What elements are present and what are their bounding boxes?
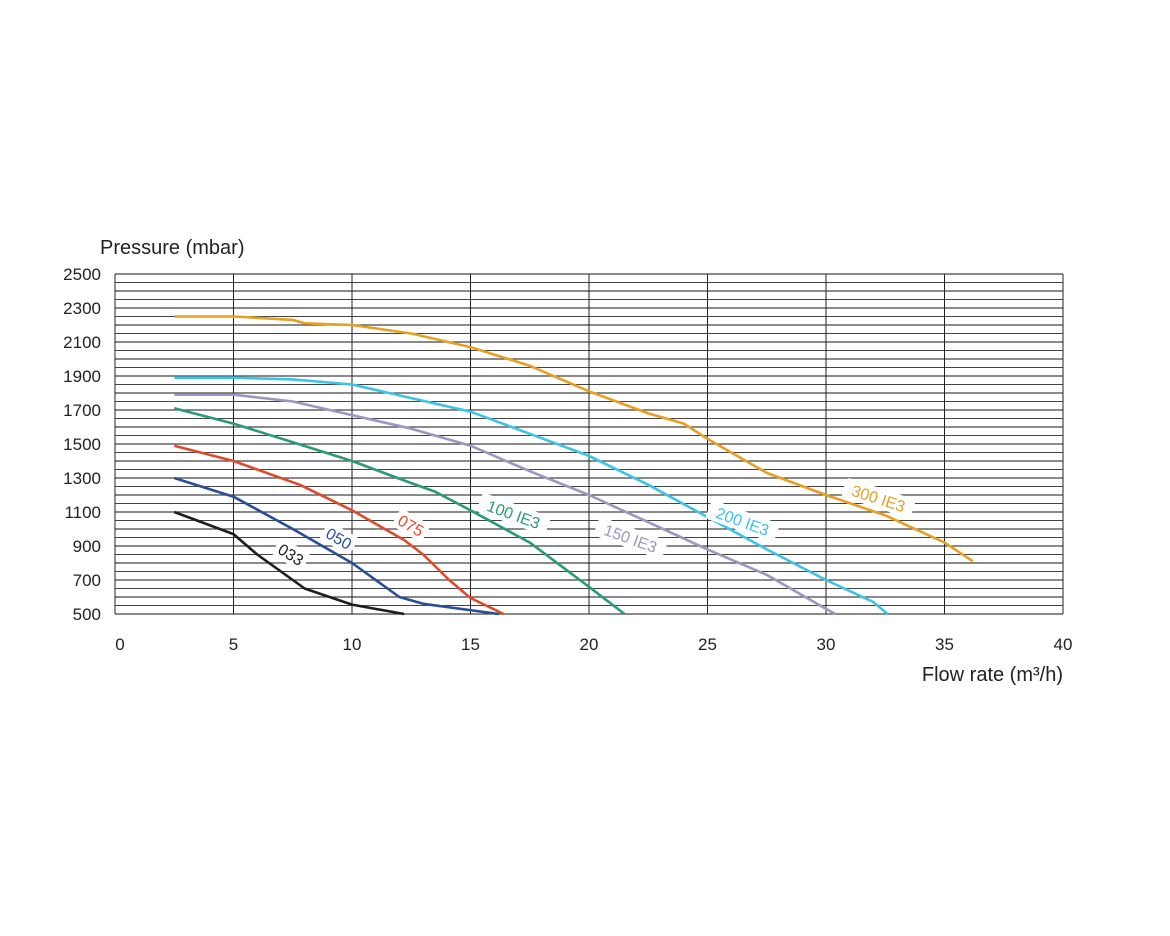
y-tick-label: 1300: [63, 469, 101, 488]
x-tick-label: 30: [817, 635, 836, 654]
x-tick-label: 10: [343, 635, 362, 654]
series-label-bg: [320, 522, 358, 555]
y-tick-label: 700: [73, 571, 101, 590]
series-line-033: [173, 510, 405, 616]
y-tick-label: 2500: [63, 265, 101, 284]
y-tick-label: 500: [73, 605, 101, 624]
x-tick-label: 35: [935, 635, 954, 654]
series-label-bg: [272, 537, 310, 571]
x-axis-title: Flow rate (m³/h): [922, 664, 1063, 686]
series-line-050: [173, 476, 500, 616]
y-tick-labels: 500 700 900 1100 1300 1500 1700 1900 2100 2300 250…: [63, 265, 101, 624]
x-tick-label: 20: [580, 635, 599, 654]
y-tick-label: 2300: [63, 299, 101, 318]
series-label: 050: [320, 522, 358, 555]
x-tick-labels: 0 5 10 15 20 25 30 35 40: [115, 635, 1072, 654]
y-tick-label: 1900: [63, 367, 101, 386]
series-line-150-ie3: [174, 393, 837, 616]
series-label: 150 IE3: [594, 517, 668, 560]
x-tick-label: 0: [115, 635, 124, 654]
series-label-bg: [841, 478, 916, 519]
series-label-bg: [392, 509, 430, 542]
x-tick-label: 15: [461, 635, 480, 654]
x-tick-label: 25: [698, 635, 717, 654]
series-label-bg: [706, 500, 780, 543]
series-line-075: [173, 444, 505, 616]
y-tick-label: 1700: [63, 401, 101, 420]
series-lines: [173, 315, 974, 616]
y-axis-title: Pressure (mbar): [100, 237, 244, 259]
grid: [114, 273, 1064, 615]
y-tick-label: 1100: [64, 503, 101, 522]
y-tick-label: 1500: [63, 435, 101, 454]
y-tick-label: 2100: [63, 333, 101, 352]
x-tick-label: 5: [229, 635, 238, 654]
series-line-300-ie3: [174, 315, 974, 563]
series-label-bg: [477, 493, 551, 536]
series-line-100-ie3: [173, 407, 626, 616]
x-tick-label: 40: [1054, 635, 1073, 654]
series-line-200-ie3: [174, 376, 889, 615]
series-label: 033: [272, 537, 310, 571]
y-tick-label: 900: [73, 537, 101, 556]
series-label-bg: [594, 517, 668, 560]
